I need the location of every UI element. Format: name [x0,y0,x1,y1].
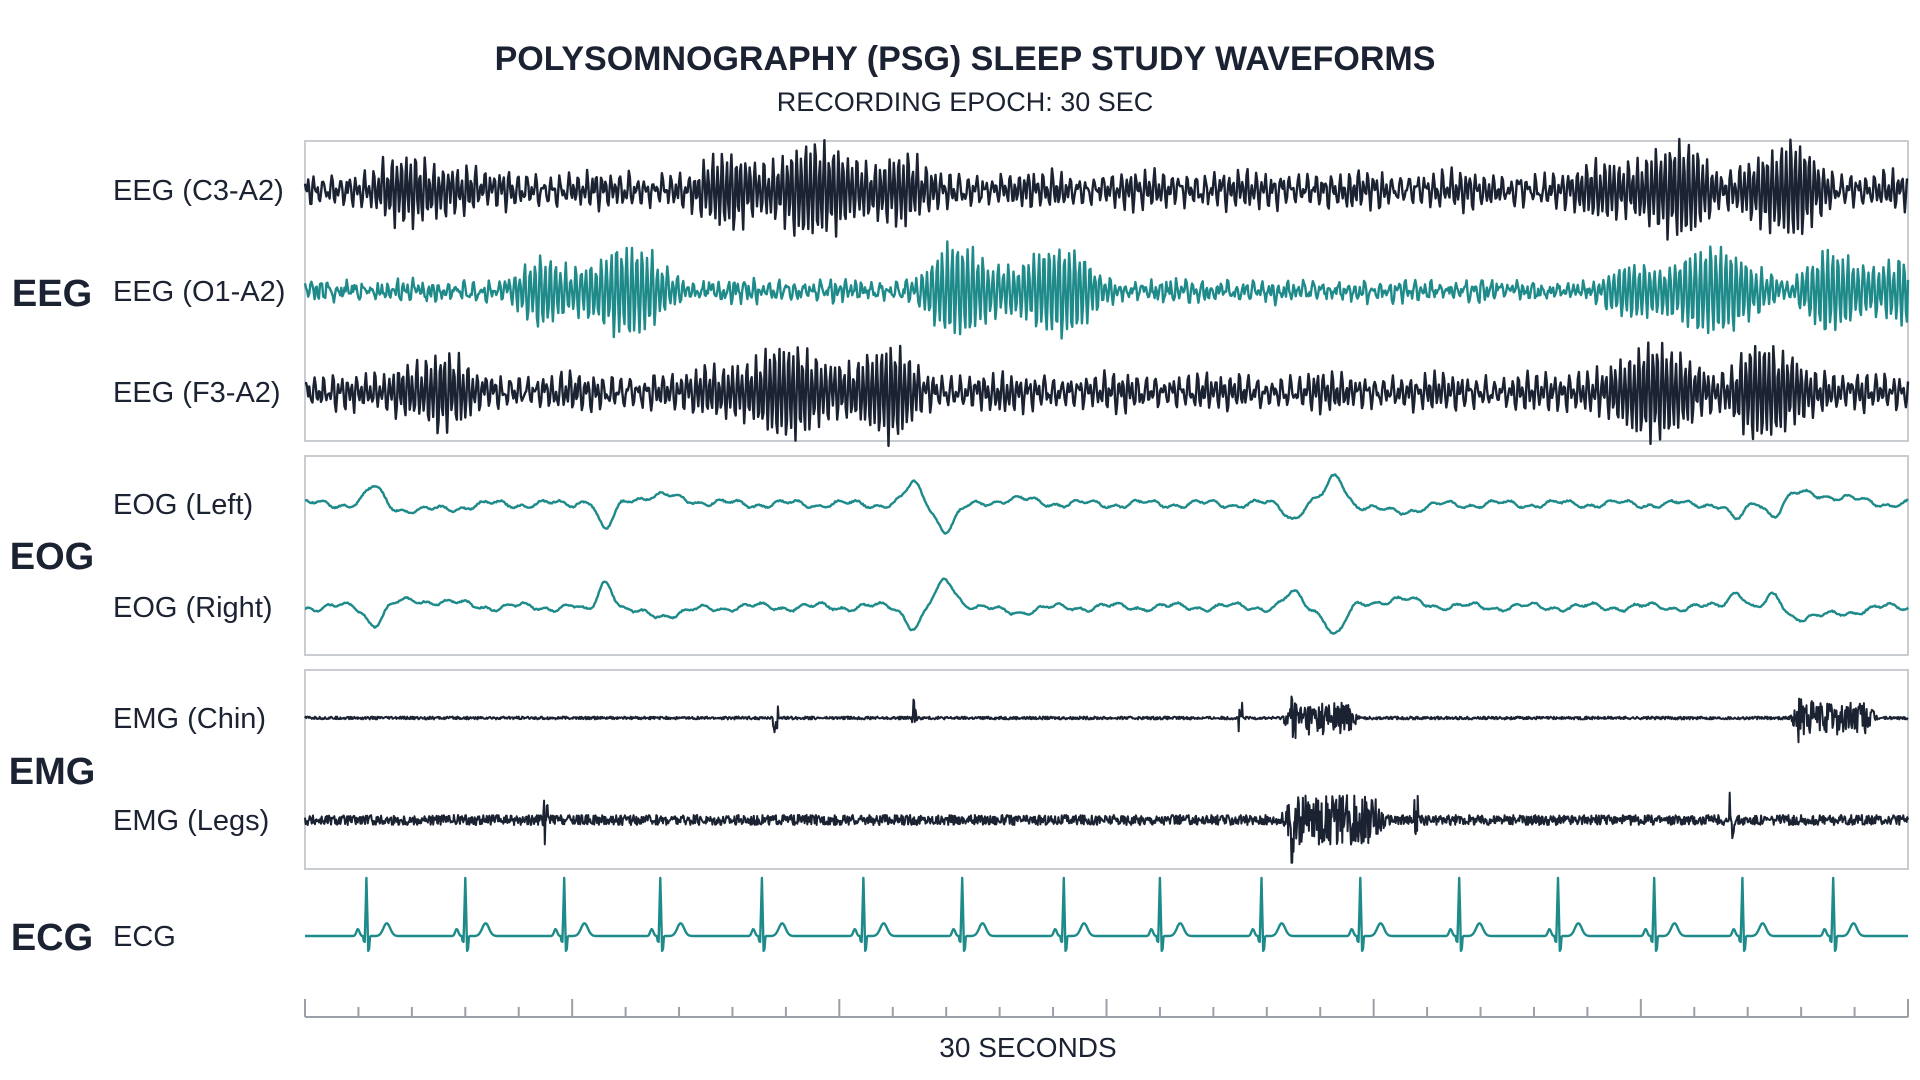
trace-eeg-o1-a2 [303,240,1910,340]
trace-eeg-f3-a2 [304,341,1910,448]
channel-label: EEG (F3-A2) [113,377,281,409]
channel-label: EOG (Left) [113,489,253,521]
group-emg: EMG EMG (Chin) EMG (Legs) [9,669,1909,870]
chart-subtitle: RECORDING EPOCH: 30 SEC [777,87,1154,117]
group-eeg: EEG EEG (C3-A2) EEG (O1-A2) EEG (F3-A2) [12,137,1910,448]
channel-label: ECG [113,921,176,953]
group-label-eeg: EEG [12,273,92,315]
channel-label: EEG (C3-A2) [113,175,284,207]
group-label-emg: EMG [9,751,96,793]
channel-label: EEG (O1-A2) [113,276,285,308]
trace-eog-left [304,473,1909,535]
group-label-eog: EOG [10,536,94,578]
trace-emg-legs [304,791,1909,864]
channel-label: EMG (Chin) [113,703,266,735]
x-axis-label: 30 SECONDS [939,1032,1116,1063]
trace-emg-chin [304,695,1909,744]
channel-label: EOG (Right) [113,592,273,624]
group-label-ecg: ECG [11,917,93,959]
trace-ecg [304,876,1909,952]
channel-label: EMG (Legs) [113,805,269,837]
panel-frame-eog [304,455,1909,656]
time-axis [304,999,1909,1018]
trace-eeg-c3-a2 [303,137,1909,241]
panel-frame-emg [304,669,1909,870]
chart-title: POLYSOMNOGRAPHY (PSG) SLEEP STUDY WAVEFO… [495,40,1436,78]
group-eog: EOG EOG (Left) EOG (Right) [10,455,1909,656]
trace-eog-right [304,577,1909,635]
group-ecg: ECG ECG [11,876,1909,959]
